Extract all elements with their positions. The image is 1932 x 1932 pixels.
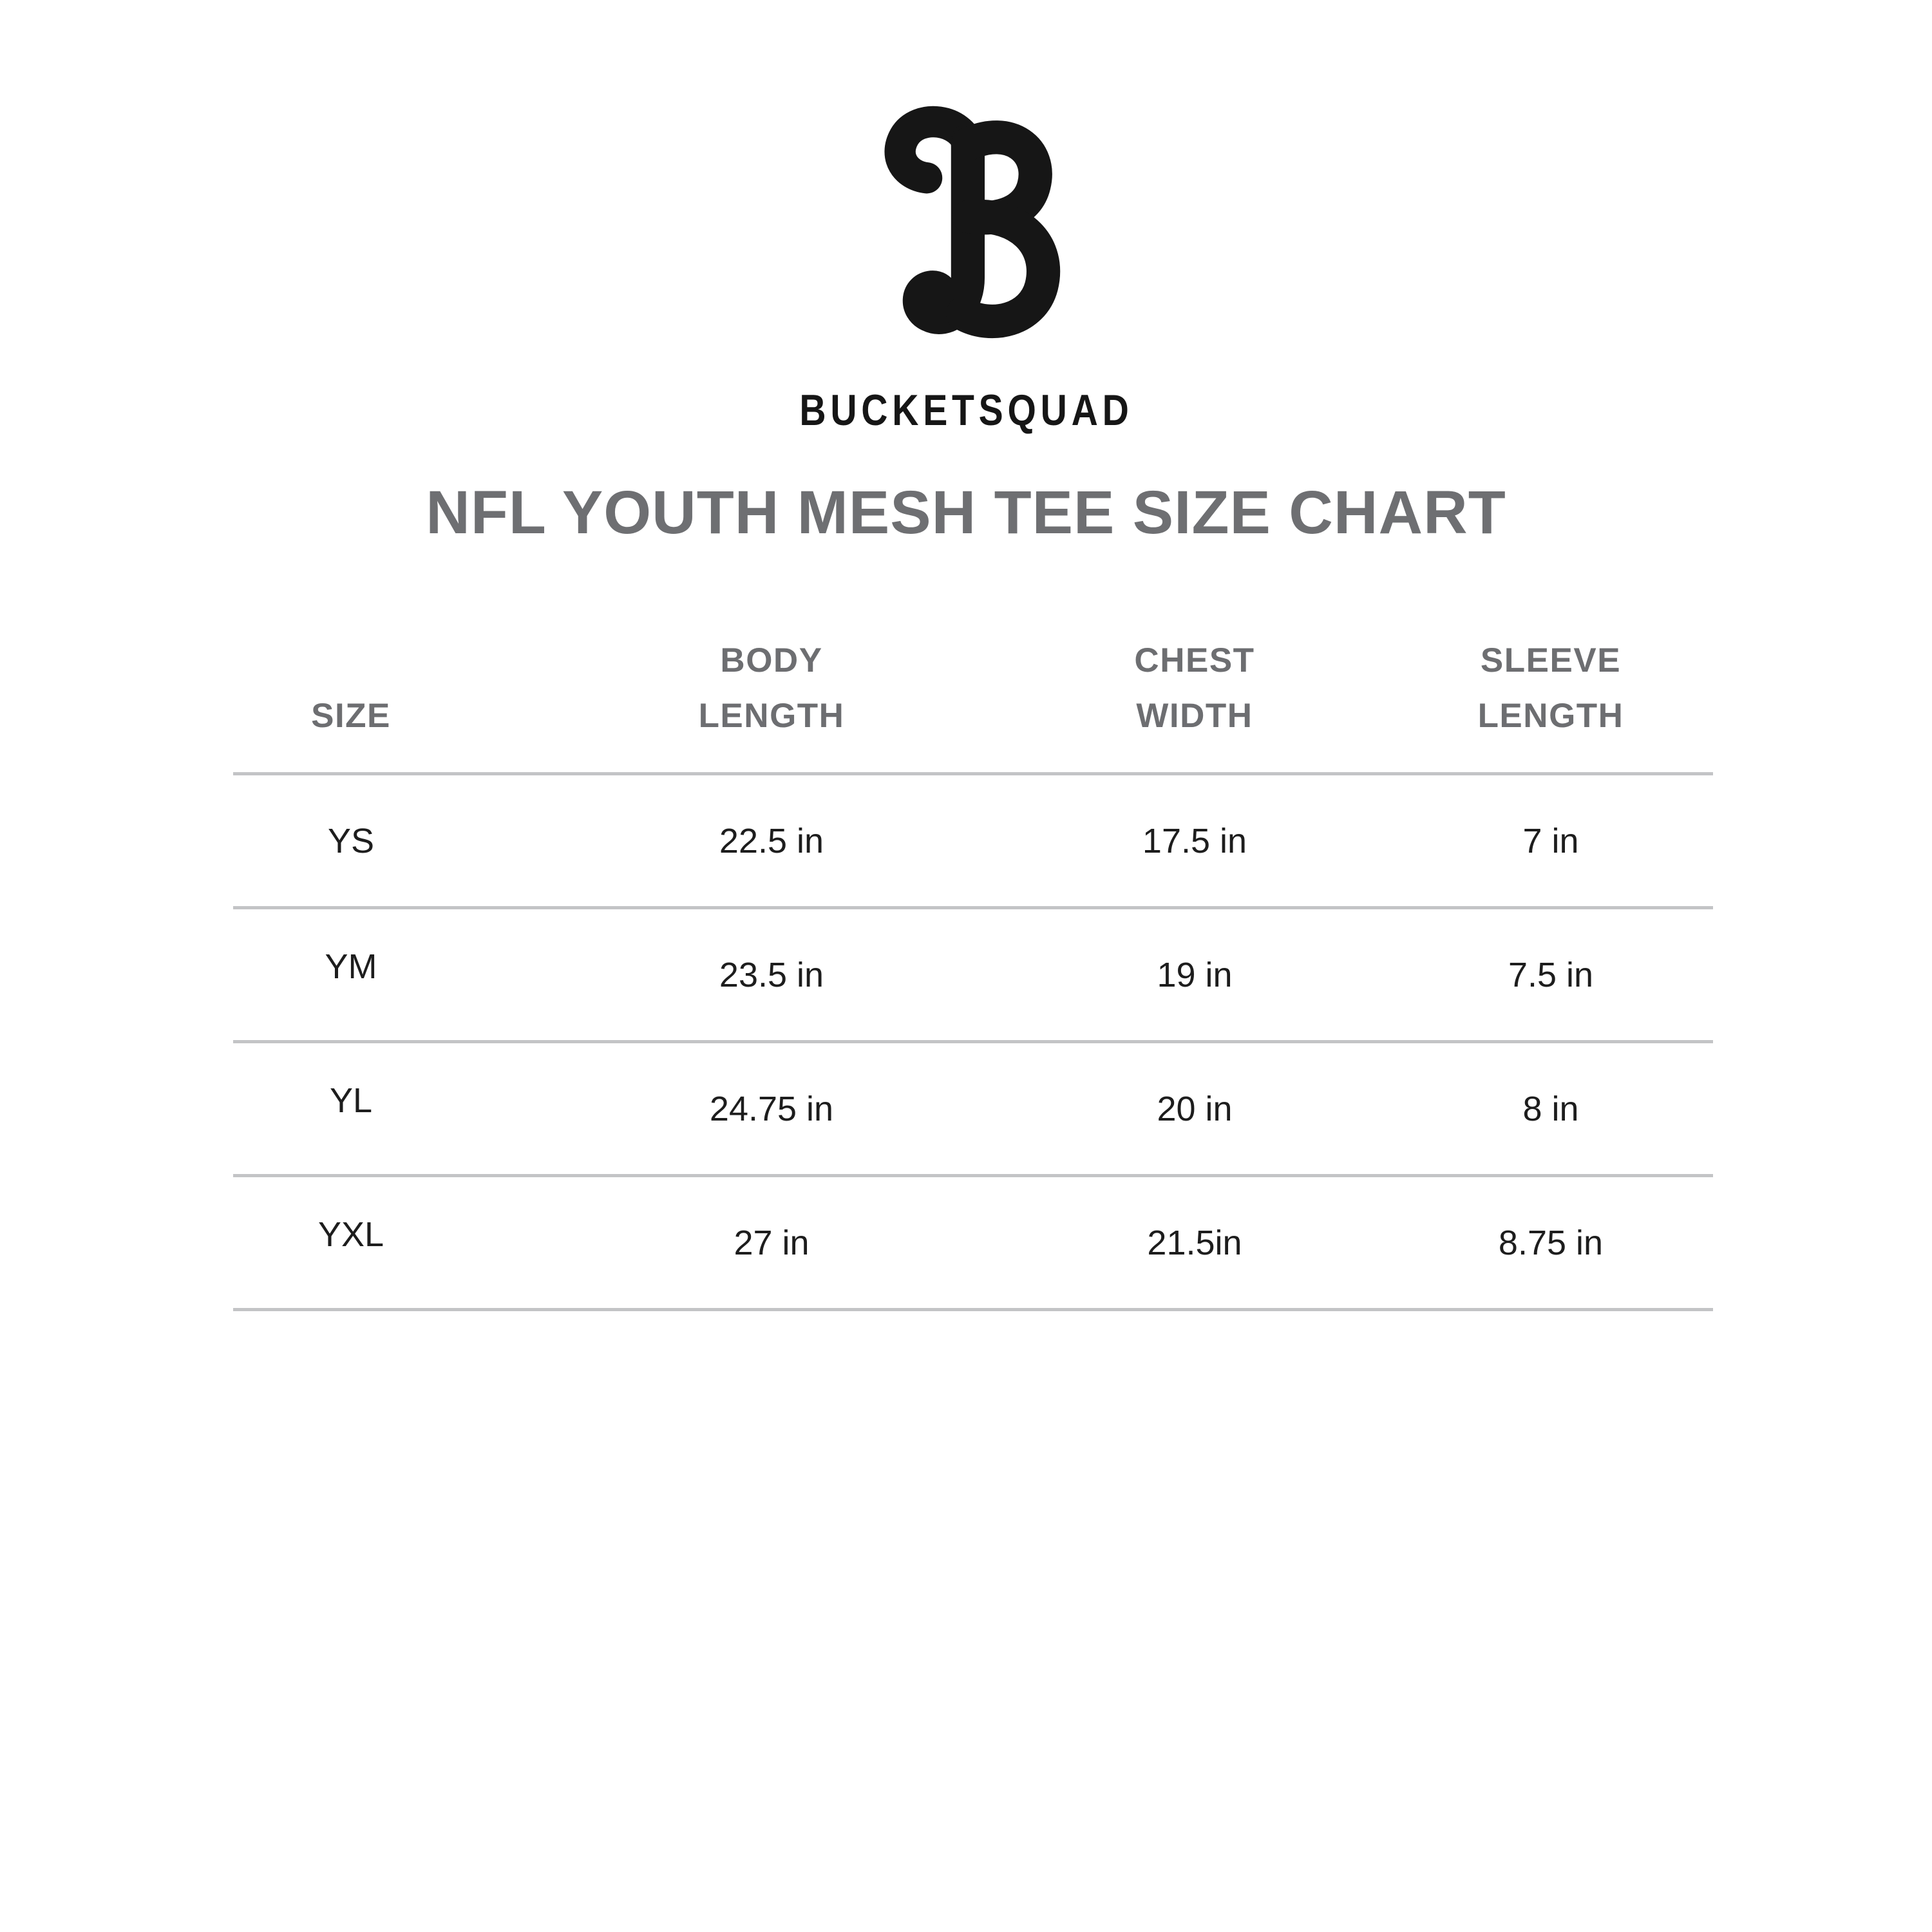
size-chart-table: SIZE BODY LENGTH CHEST WIDTH SLEEVE LENG… [233, 641, 1713, 1311]
column-header-sleeve-length: SLEEVE LENGTH [1478, 633, 1624, 744]
table-row: YM 23.5 in 19 in 7.5 in [233, 909, 1713, 1043]
sleeve-length-cell: 8.75 in [1498, 1223, 1604, 1262]
chest-width-cell: 17.5 in [1142, 821, 1247, 860]
table-row: YXL 27 in 21.5in 8.75 in [233, 1177, 1713, 1311]
table-header-row: SIZE BODY LENGTH CHEST WIDTH SLEEVE LENG… [233, 641, 1713, 775]
chest-width-cell: 20 in [1157, 1089, 1233, 1128]
sleeve-length-cell: 7 in [1522, 821, 1579, 860]
column-header-line: BODY [720, 641, 823, 680]
column-header-size: SIZE [311, 688, 391, 744]
column-header-body-length: BODY LENGTH [699, 633, 845, 744]
sleeve-length-cell: 7.5 in [1508, 955, 1594, 994]
size-cell: YXL [317, 1215, 384, 1254]
column-header-line: LENGTH [698, 697, 845, 735]
logo-bottom-bowl [946, 199, 1061, 339]
column-header-line: CHEST [1134, 641, 1255, 680]
chest-width-cell: 21.5in [1147, 1223, 1242, 1262]
sleeve-length-cell: 8 in [1522, 1089, 1579, 1128]
table-row: YS 22.5 in 17.5 in 7 in [233, 775, 1713, 909]
size-cell: YL [329, 1081, 373, 1120]
size-cell: YS [327, 821, 375, 860]
column-header-line: SIZE [311, 697, 391, 735]
column-header-line: WIDTH [1136, 697, 1253, 735]
body-length-cell: 22.5 in [719, 821, 824, 860]
body-length-cell: 27 in [734, 1223, 810, 1262]
size-cell: YM [325, 947, 377, 986]
column-header-chest-width: CHEST WIDTH [1134, 633, 1255, 744]
column-header-line: SLEEVE [1480, 641, 1622, 680]
body-length-cell: 23.5 in [719, 955, 824, 994]
brand-name: BUCKETSQUAD [0, 385, 1932, 435]
table-row: YL 24.75 in 20 in 8 in [233, 1043, 1713, 1177]
logo-top-left-curl [884, 106, 985, 194]
column-header-line: LENGTH [1477, 697, 1624, 735]
bucketsquad-logo-icon [884, 106, 1061, 339]
page-title: NFL YOUTH MESH TEE SIZE CHART [426, 478, 1506, 547]
body-length-cell: 24.75 in [709, 1089, 834, 1128]
chest-width-cell: 19 in [1157, 955, 1233, 994]
brand-name-text: BUCKETSQUAD [799, 386, 1133, 435]
